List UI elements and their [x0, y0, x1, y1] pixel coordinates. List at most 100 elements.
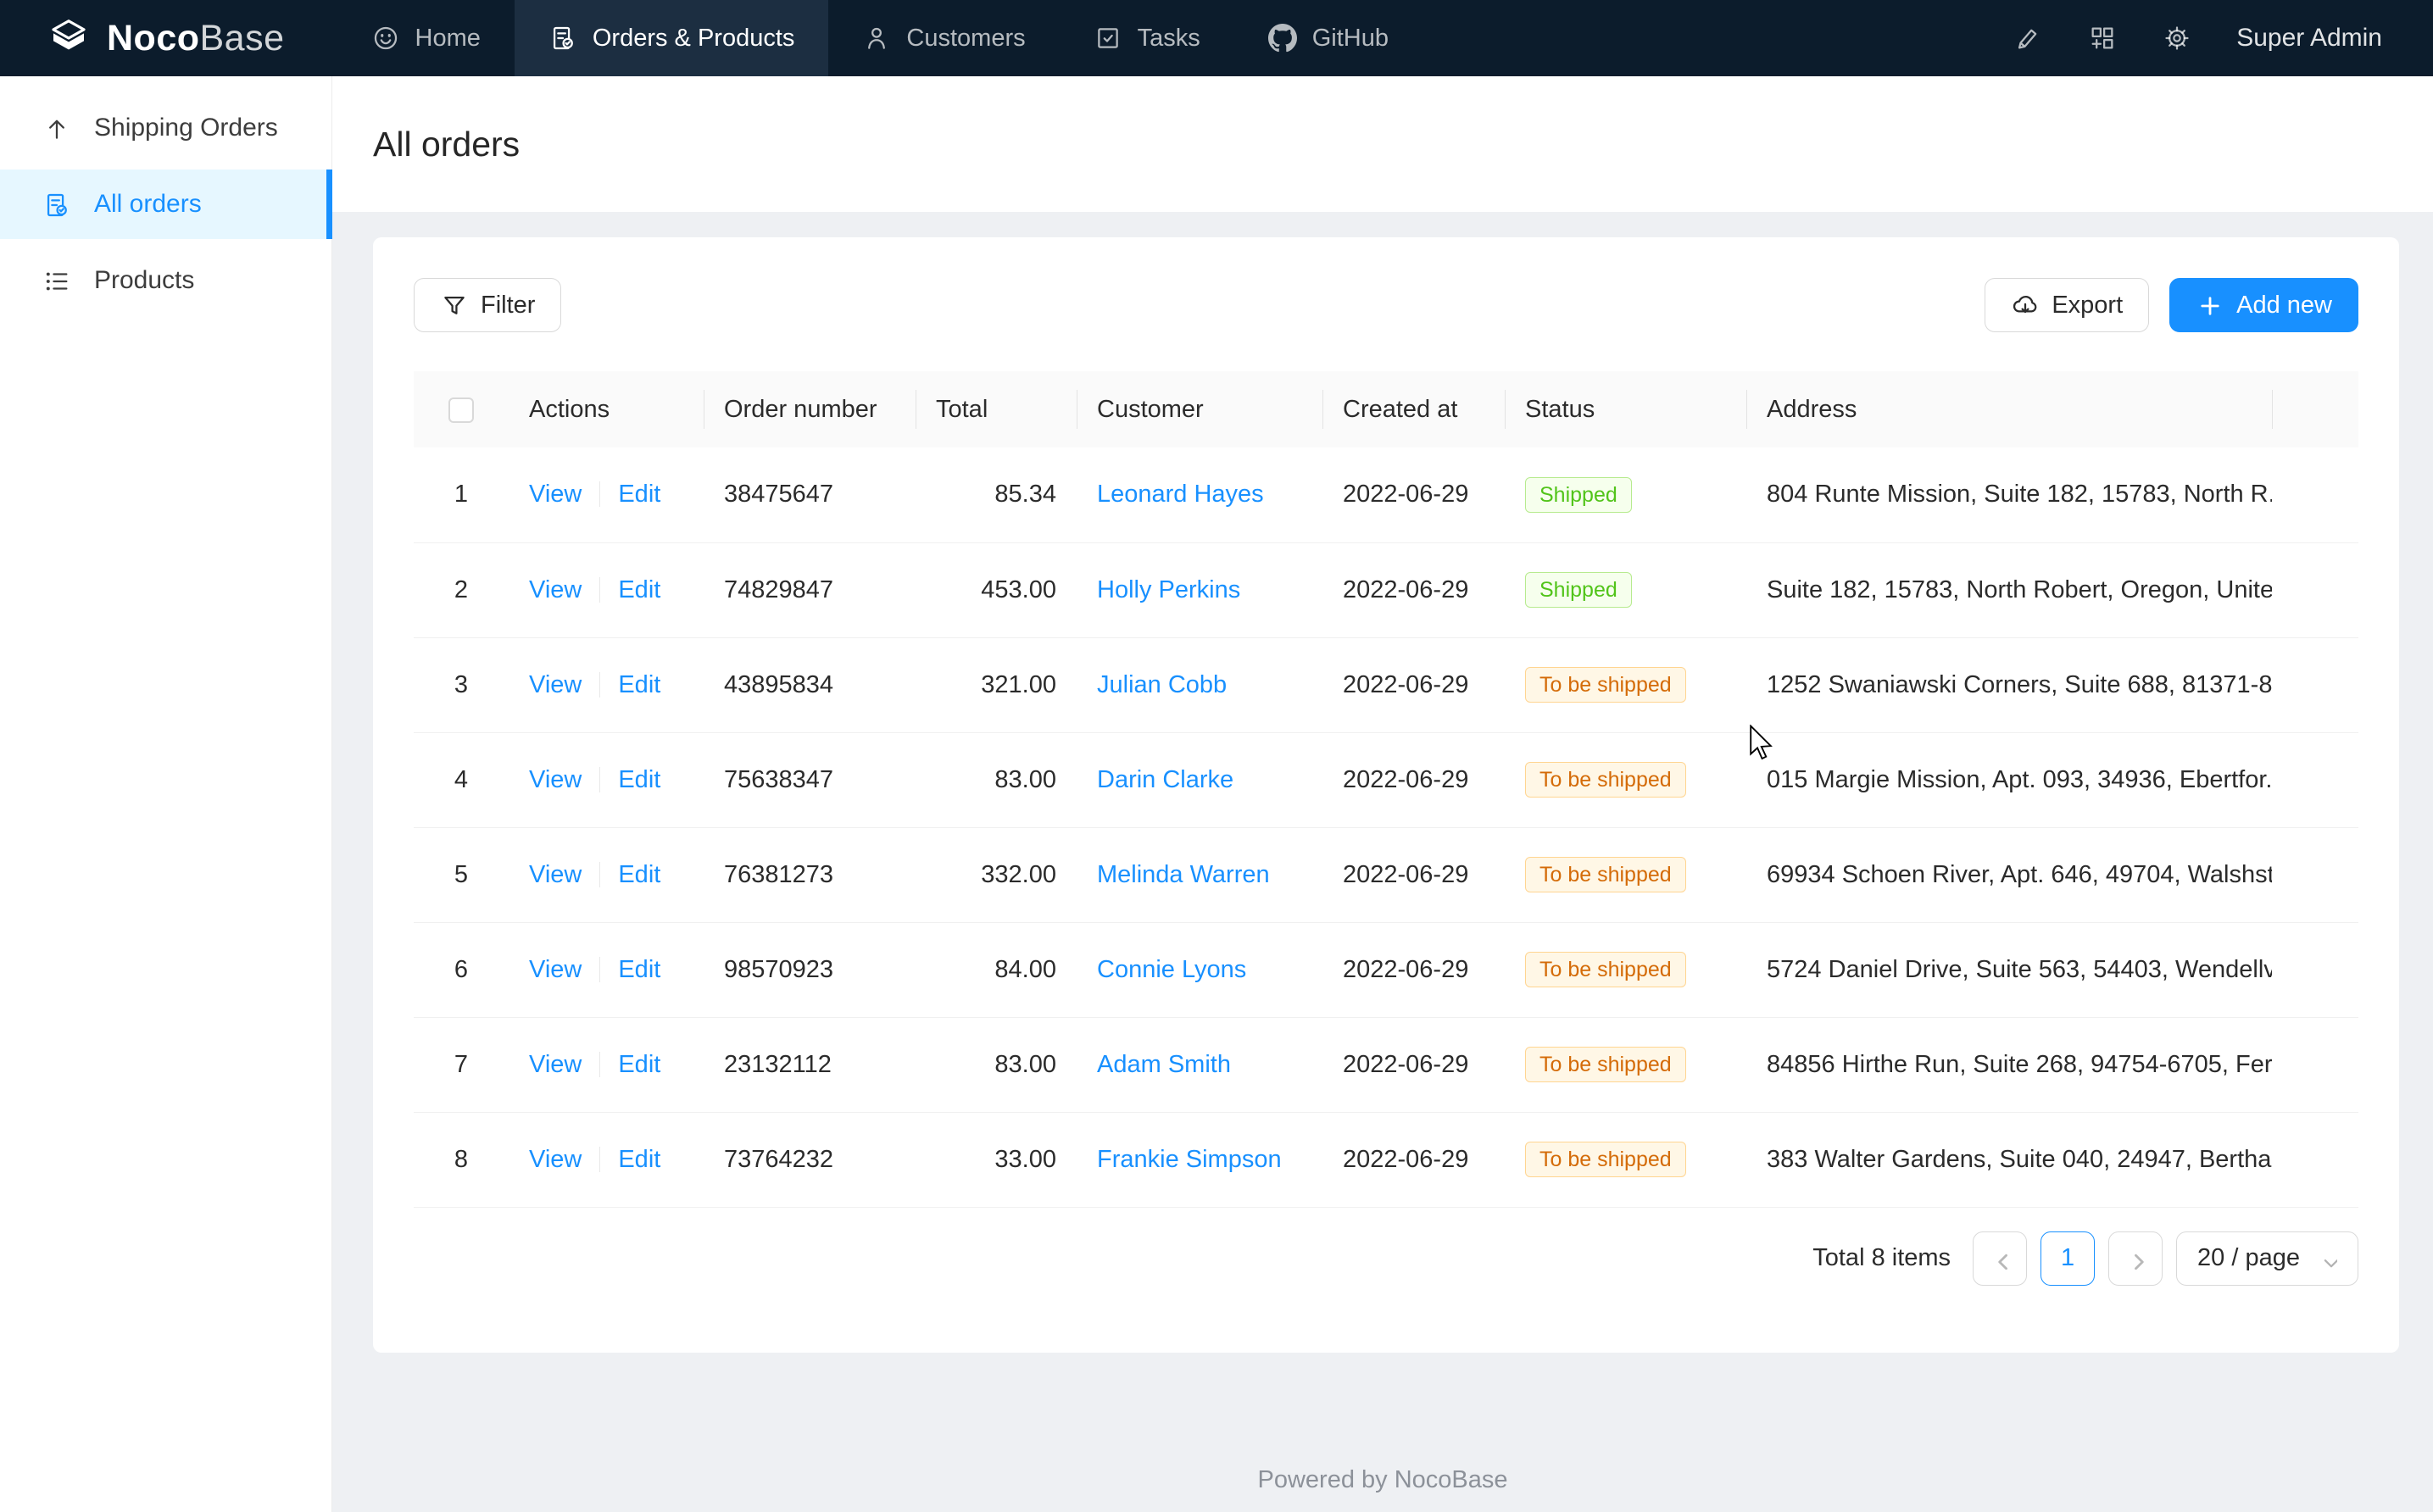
nav-item-github[interactable]: GitHub — [1234, 0, 1422, 76]
nav-actions: Super Admin — [1990, 0, 2433, 76]
content-area: Filter Export Add new — [332, 212, 2433, 1512]
page-1-button[interactable]: 1 — [2040, 1231, 2096, 1286]
table-toolbar: Filter Export Add new — [414, 278, 2358, 332]
sidebar: Shipping Orders All orders Products — [0, 76, 332, 1512]
nav-spacer — [1422, 0, 1990, 76]
row-created-at: 2022-06-29 — [1322, 732, 1505, 828]
nav-item-tasks[interactable]: Tasks — [1060, 0, 1234, 76]
sidebar-item-label: All orders — [94, 190, 202, 218]
table-row: 5 View Edit 76381273 332.00 Melinda Warre… — [414, 827, 2358, 923]
row-order-number: 43895834 — [704, 637, 916, 733]
row-actions: View Edit — [509, 1017, 704, 1113]
customer-link[interactable]: Connie Lyons — [1097, 955, 1247, 983]
edit-link[interactable]: Edit — [618, 481, 661, 509]
view-link[interactable]: View — [529, 575, 582, 603]
export-button[interactable]: Export — [1985, 278, 2150, 332]
action-divider — [599, 766, 601, 792]
customer-link[interactable]: Julian Cobb — [1097, 670, 1228, 698]
nav-menu: Home Orders & Products Customers Tasks G… — [337, 0, 1423, 76]
table-row: 2 View Edit 74829847 453.00 Holly Perkins… — [414, 542, 2358, 638]
column-header-status: Status — [1505, 371, 1746, 447]
row-trailing — [2272, 542, 2358, 638]
orders-table-body: 1 View Edit 38475647 85.34 Leonard Hayes … — [414, 447, 2358, 1208]
sidebar-item-all-orders[interactable]: All orders — [0, 170, 332, 239]
row-created-at: 2022-06-29 — [1322, 922, 1505, 1018]
customer-link[interactable]: Leonard Hayes — [1097, 481, 1264, 509]
customer-link[interactable]: Melinda Warren — [1097, 860, 1270, 888]
row-actions: View Edit — [509, 447, 704, 543]
row-index: 2 — [414, 542, 509, 638]
row-trailing — [2272, 637, 2358, 733]
row-created-at: 2022-06-29 — [1322, 1112, 1505, 1208]
row-status: Shipped — [1505, 447, 1746, 543]
row-order-number: 38475647 — [704, 447, 916, 543]
user-menu[interactable]: Super Admin — [2236, 24, 2382, 52]
row-order-number: 75638347 — [704, 732, 916, 828]
view-link[interactable]: View — [529, 481, 582, 509]
chevron-left-icon — [1998, 1254, 2008, 1270]
edit-link[interactable]: Edit — [618, 1050, 661, 1078]
row-address: 804 Runte Mission, Suite 182, 15783, Nor… — [1746, 447, 2272, 543]
view-link[interactable]: View — [529, 1145, 582, 1173]
customer-link[interactable]: Frankie Simpson — [1097, 1145, 1282, 1173]
action-divider — [599, 861, 601, 887]
view-link[interactable]: View — [529, 765, 582, 793]
edit-link[interactable]: Edit — [618, 765, 661, 793]
nav-item-label: GitHub — [1311, 24, 1389, 52]
customer-link[interactable]: Adam Smith — [1097, 1050, 1231, 1078]
filter-icon — [444, 296, 465, 314]
edit-link[interactable]: Edit — [618, 955, 661, 983]
table-row: 1 View Edit 38475647 85.34 Leonard Hayes … — [414, 447, 2358, 543]
status-badge: Shipped — [1525, 572, 1632, 608]
row-total: 83.00 — [916, 1017, 1077, 1113]
next-page-button[interactable] — [2108, 1231, 2163, 1286]
edit-link[interactable]: Edit — [618, 670, 661, 698]
table-row: 8 View Edit 73764232 33.00 Frankie Simpso… — [414, 1112, 2358, 1208]
prev-page-button[interactable] — [1973, 1231, 2028, 1286]
table-row: 6 View Edit 98570923 84.00 Connie Lyons 2… — [414, 922, 2358, 1018]
action-divider — [599, 671, 601, 698]
row-created-at: 2022-06-29 — [1322, 637, 1505, 733]
chevron-right-icon — [2135, 1254, 2144, 1270]
add-new-button[interactable]: Add new — [2169, 278, 2358, 332]
main-area: All orders Filter Export — [332, 76, 2433, 1512]
sidebar-item-shipping-orders[interactable]: Shipping Orders — [0, 93, 331, 163]
plugin-manager-button[interactable] — [2065, 24, 2140, 53]
column-header-address: Address — [1746, 371, 2272, 447]
customer-link[interactable]: Darin Clarke — [1097, 765, 1234, 793]
page-size-select[interactable]: 20 / page — [2176, 1231, 2358, 1286]
nav-item-orders-products[interactable]: Orders & Products — [514, 0, 829, 76]
ui-editor-button[interactable] — [1990, 24, 2065, 53]
edit-link[interactable]: Edit — [618, 1145, 661, 1173]
row-total: 453.00 — [916, 542, 1077, 638]
settings-button[interactable] — [2140, 24, 2214, 53]
filter-button[interactable]: Filter — [414, 278, 562, 332]
nav-item-customers[interactable]: Customers — [828, 0, 1059, 76]
row-trailing — [2272, 827, 2358, 923]
brand[interactable]: NocoBase — [0, 0, 337, 76]
nav-item-home[interactable]: Home — [337, 0, 515, 76]
row-customer: Holly Perkins — [1077, 542, 1322, 638]
brand-name: NocoBase — [107, 17, 285, 58]
view-link[interactable]: View — [529, 860, 582, 888]
view-link[interactable]: View — [529, 670, 582, 698]
customers-icon — [868, 27, 886, 49]
edit-link[interactable]: Edit — [618, 860, 661, 888]
check-square-icon — [1097, 28, 1118, 48]
action-divider — [599, 956, 601, 982]
edit-link[interactable]: Edit — [618, 575, 661, 603]
select-all-checkbox[interactable] — [448, 397, 474, 423]
nav-item-label: Orders & Products — [592, 24, 795, 52]
nav-item-label: Customers — [906, 24, 1026, 52]
customer-link[interactable]: Holly Perkins — [1097, 575, 1241, 603]
view-link[interactable]: View — [529, 955, 582, 983]
sidebar-item-products[interactable]: Products — [0, 246, 331, 315]
row-actions: View Edit — [509, 637, 704, 733]
orders-table: Actions Order number Total Customer Crea… — [414, 371, 2358, 1208]
plugin-blocks-icon — [2091, 27, 2113, 49]
row-total: 83.00 — [916, 732, 1077, 828]
column-header-trailing — [2272, 371, 2358, 447]
view-link[interactable]: View — [529, 1050, 582, 1078]
sidebar-item-label: Shipping Orders — [94, 114, 278, 142]
column-header-customer: Customer — [1077, 371, 1322, 447]
